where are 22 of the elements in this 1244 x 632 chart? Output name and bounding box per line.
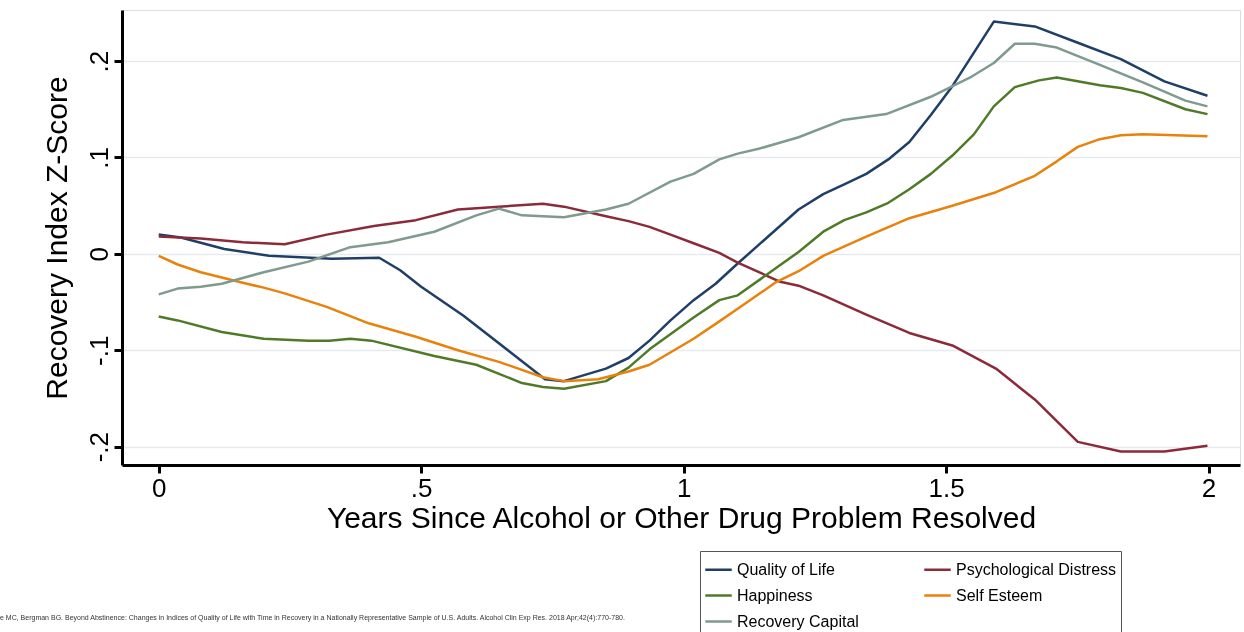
y-axis-title: Recovery Index Z-Score — [39, 76, 73, 400]
legend-label: Recovery Capital — [737, 612, 859, 630]
x-tick-label: 1 — [676, 472, 692, 503]
x-tick-label: 2 — [1201, 472, 1217, 503]
line-series — [157, 202, 1209, 453]
legend-label: Quality of Life — [737, 560, 835, 578]
y-tick-label: -.2 — [83, 432, 114, 463]
y-tick-label: -.1 — [83, 335, 114, 366]
line-series — [157, 76, 1209, 391]
line-series — [157, 42, 1209, 296]
legend-label: Happiness — [737, 586, 813, 604]
legend-label: Psychological Distress — [956, 560, 1117, 578]
x-tick-label: 0 — [152, 472, 167, 503]
y-tick-label: .1 — [83, 147, 114, 169]
line-series — [157, 133, 1209, 383]
line-series — [157, 20, 1209, 383]
x-axis-title: Years Since Alcohol or Other Drug Problem Resolved — [326, 500, 1037, 534]
y-tick-label: .2 — [83, 50, 114, 73]
x-tick-label: 1.5 — [928, 472, 965, 503]
legend-label: Self Esteem — [956, 586, 1043, 604]
y-tick-label: 0 — [83, 247, 114, 262]
x-tick-label: .5 — [410, 472, 433, 503]
